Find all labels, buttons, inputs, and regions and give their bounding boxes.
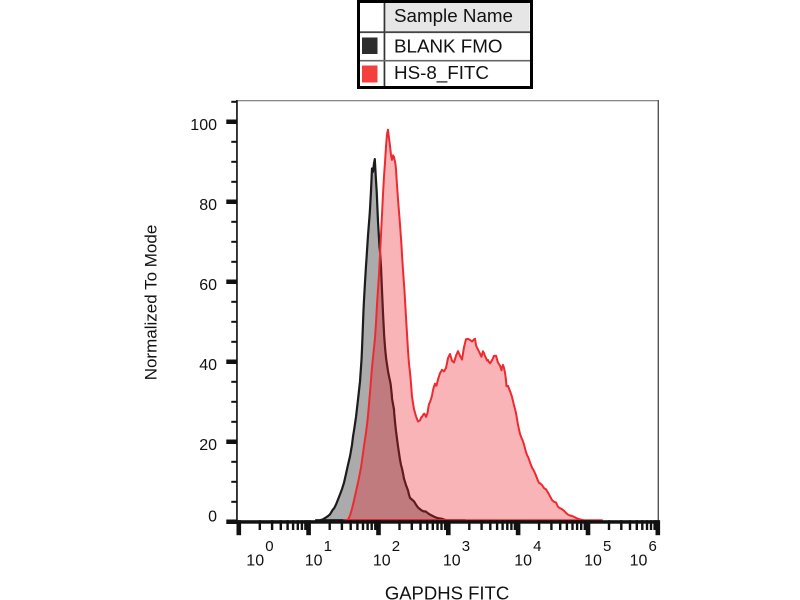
svg-text:BLANK FMO: BLANK FMO <box>394 35 503 56</box>
svg-text:60: 60 <box>199 277 217 294</box>
svg-text:6: 6 <box>649 538 657 555</box>
svg-text:10: 10 <box>246 553 264 570</box>
svg-text:10: 10 <box>443 553 461 570</box>
svg-text:Sample Name: Sample Name <box>394 5 513 26</box>
svg-text:40: 40 <box>199 357 217 374</box>
svg-text:0: 0 <box>265 538 273 555</box>
svg-text:10: 10 <box>373 553 391 570</box>
svg-text:Normalized To Mode: Normalized To Mode <box>142 225 161 381</box>
svg-text:10: 10 <box>630 553 648 570</box>
svg-text:20: 20 <box>199 437 217 454</box>
svg-text:0: 0 <box>208 509 217 526</box>
svg-text:HS-8_FITC: HS-8_FITC <box>394 62 489 84</box>
svg-text:10: 10 <box>305 553 323 570</box>
svg-text:3: 3 <box>462 538 470 555</box>
svg-text:100: 100 <box>190 117 217 134</box>
svg-text:10: 10 <box>584 553 602 570</box>
svg-text:1: 1 <box>324 538 332 555</box>
svg-text:4: 4 <box>533 538 541 555</box>
svg-text:10: 10 <box>514 553 532 570</box>
svg-text:GAPDHS FITC: GAPDHS FITC <box>385 583 509 600</box>
svg-text:2: 2 <box>392 538 400 555</box>
svg-text:80: 80 <box>199 197 217 214</box>
svg-text:5: 5 <box>603 538 611 555</box>
